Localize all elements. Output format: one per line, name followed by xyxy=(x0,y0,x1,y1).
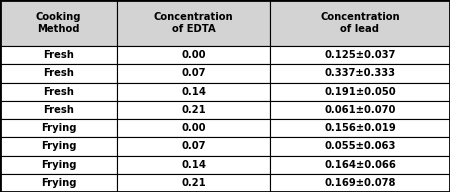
Bar xyxy=(0,46,117,64)
Text: Frying: Frying xyxy=(41,123,76,133)
Bar xyxy=(0,83,117,101)
Bar xyxy=(270,0,450,46)
Bar xyxy=(0,137,117,156)
Text: Fresh: Fresh xyxy=(43,68,74,79)
Text: 0.125±0.037: 0.125±0.037 xyxy=(324,50,396,60)
Text: 0.061±0.070: 0.061±0.070 xyxy=(324,105,396,115)
Bar xyxy=(117,137,270,156)
Bar xyxy=(270,137,450,156)
Text: Frying: Frying xyxy=(41,141,76,151)
Bar xyxy=(270,64,450,83)
Bar xyxy=(117,156,270,174)
Text: Cooking
Method: Cooking Method xyxy=(36,12,81,34)
Text: 0.00: 0.00 xyxy=(181,50,206,60)
Bar xyxy=(117,119,270,137)
Text: 0.21: 0.21 xyxy=(181,178,206,188)
Text: Fresh: Fresh xyxy=(43,87,74,97)
Bar xyxy=(117,101,270,119)
Bar xyxy=(270,46,450,64)
Bar xyxy=(0,0,117,46)
Text: 0.169±0.078: 0.169±0.078 xyxy=(324,178,396,188)
Text: 0.156±0.019: 0.156±0.019 xyxy=(324,123,396,133)
Text: Concentration
of EDTA: Concentration of EDTA xyxy=(154,12,233,34)
Text: 0.14: 0.14 xyxy=(181,87,206,97)
Bar xyxy=(270,83,450,101)
Text: 0.21: 0.21 xyxy=(181,105,206,115)
Bar xyxy=(0,156,117,174)
Text: 0.191±0.050: 0.191±0.050 xyxy=(324,87,396,97)
Bar xyxy=(270,156,450,174)
Text: 0.00: 0.00 xyxy=(181,123,206,133)
Bar xyxy=(0,174,117,192)
Text: Concentration
of lead: Concentration of lead xyxy=(320,12,400,34)
Text: Fresh: Fresh xyxy=(43,105,74,115)
Bar xyxy=(117,0,270,46)
Text: 0.055±0.063: 0.055±0.063 xyxy=(324,141,396,151)
Bar xyxy=(0,101,117,119)
Bar xyxy=(117,46,270,64)
Bar xyxy=(0,119,117,137)
Text: 0.14: 0.14 xyxy=(181,160,206,170)
Bar xyxy=(117,83,270,101)
Text: Frying: Frying xyxy=(41,160,76,170)
Bar xyxy=(270,119,450,137)
Text: 0.337±0.333: 0.337±0.333 xyxy=(324,68,396,79)
Bar xyxy=(117,174,270,192)
Bar xyxy=(270,101,450,119)
Bar xyxy=(0,64,117,83)
Text: 0.07: 0.07 xyxy=(181,141,206,151)
Bar xyxy=(117,64,270,83)
Text: Fresh: Fresh xyxy=(43,50,74,60)
Text: 0.07: 0.07 xyxy=(181,68,206,79)
Bar xyxy=(270,174,450,192)
Text: 0.164±0.066: 0.164±0.066 xyxy=(324,160,396,170)
Text: Frying: Frying xyxy=(41,178,76,188)
